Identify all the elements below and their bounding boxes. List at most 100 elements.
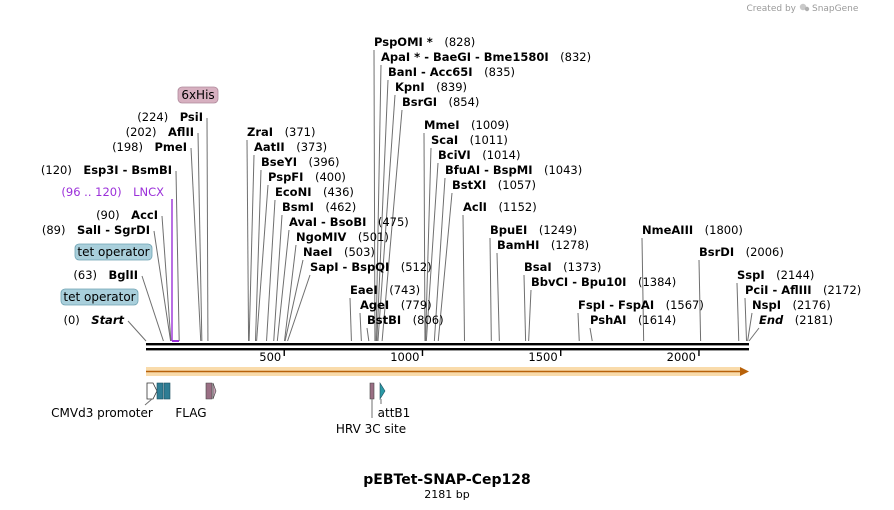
site-label[interactable]: NspI (2176) xyxy=(752,298,831,312)
attb1-feature[interactable] xyxy=(379,381,386,404)
site-position: (1043) xyxy=(544,163,582,177)
cmv-promoter-feature[interactable] xyxy=(144,382,158,406)
site-name: PspOMI * xyxy=(374,35,433,49)
site-label[interactable]: AatII (373) xyxy=(254,140,327,154)
site-label[interactable]: BfuAI - BspMI (1043) xyxy=(445,163,582,177)
site-label[interactable]: AclI (1152) xyxy=(463,200,537,214)
site-leader xyxy=(698,259,702,342)
site-label[interactable]: (0) Start xyxy=(63,313,124,327)
site-label[interactable]: PshAI (1614) xyxy=(590,313,676,327)
site-label[interactable]: PspOMI * (828) xyxy=(374,35,475,49)
tet-operator-badge-2[interactable]: tet operator xyxy=(74,243,153,261)
site-position: (436) xyxy=(323,185,354,199)
site-position: (832) xyxy=(560,50,591,64)
tet-operator-badge-1[interactable]: tet operator xyxy=(60,288,139,306)
site-label[interactable]: SapI - BspQI (512) xyxy=(310,260,432,274)
site-label[interactable]: BpuEI (1249) xyxy=(490,223,577,237)
site-label[interactable]: (202) AflII xyxy=(126,125,194,139)
site-name: BsaI xyxy=(524,260,552,274)
site-leader xyxy=(462,214,466,342)
axis-tick-label: 2000 xyxy=(667,350,696,364)
site-label[interactable]: (89) SalI - SgrDI xyxy=(42,223,150,237)
site-label[interactable]: ScaI (1011) xyxy=(431,133,508,147)
site-label[interactable]: ZraI (371) xyxy=(247,125,316,139)
site-leader xyxy=(528,289,532,342)
site-label[interactable]: ApaI * - BaeGI - Bme1580I (832) xyxy=(381,50,591,64)
his-tag-badge[interactable]: 6xHis xyxy=(177,86,219,104)
site-label[interactable]: BsmI (462) xyxy=(282,200,356,214)
site-label[interactable]: NaeI (503) xyxy=(303,245,375,259)
site-name: EcoNI xyxy=(275,185,311,199)
site-label[interactable]: BsaI (1373) xyxy=(524,260,601,274)
site-label[interactable]: (224) PsiI xyxy=(137,110,203,124)
site-label[interactable]: SspI (2144) xyxy=(737,268,814,282)
site-leader xyxy=(425,162,439,342)
site-name: NgoMIV xyxy=(296,230,346,244)
site-label[interactable]: (90) AccI xyxy=(96,208,158,222)
site-label[interactable]: (63) BglII xyxy=(73,268,138,282)
site-name: ZraI xyxy=(247,125,273,139)
site-label[interactable]: NgoMIV (501) xyxy=(296,230,389,244)
site-name: BbvCI - Bpu10I xyxy=(531,275,626,289)
site-name: AflII xyxy=(168,125,194,139)
site-name: PsiI xyxy=(180,110,203,124)
site-label[interactable]: PciI - AflIII (2172) xyxy=(745,283,861,297)
site-leader xyxy=(423,132,426,342)
orf-feature[interactable] xyxy=(146,367,749,376)
flag-feature[interactable] xyxy=(205,382,217,400)
flag-label: FLAG xyxy=(175,406,206,420)
site-leader xyxy=(437,192,453,342)
created-by-text: Created by xyxy=(746,4,796,14)
site-label[interactable]: BseYI (396) xyxy=(261,155,339,169)
site-leader xyxy=(381,109,403,342)
site-position: (779) xyxy=(401,298,432,312)
site-name: EaeI xyxy=(350,283,378,297)
restriction-site-labels: (0) Start (63) BglII (89) SalI - SgrDI(90)… xyxy=(41,35,861,327)
site-leader xyxy=(190,147,202,342)
site-position: (1384) xyxy=(638,275,676,289)
site-label[interactable]: End (2181) xyxy=(759,313,833,327)
site-label[interactable]: BstXI (1057) xyxy=(452,178,536,192)
site-label[interactable]: MmeI (1009) xyxy=(424,118,509,132)
site-leader xyxy=(127,320,147,342)
hrv-3c-label: HRV 3C site xyxy=(336,422,406,436)
cmv-promoter-label: CMVd3 promoter xyxy=(51,406,153,420)
site-name: Esp3I - BsmBI xyxy=(83,163,172,177)
site-label[interactable]: BsrGI (854) xyxy=(402,95,479,109)
site-name: PciI - AflIII xyxy=(745,283,812,297)
site-label[interactable]: FspI - FspAI (1567) xyxy=(578,298,704,312)
tet-operator-label-2: tet operator xyxy=(77,245,149,259)
site-position: (373) xyxy=(296,140,327,154)
site-name: NaeI xyxy=(303,245,332,259)
site-leader xyxy=(273,214,283,342)
site-label[interactable]: BstBI (806) xyxy=(367,313,444,327)
tet-operator-boxes[interactable] xyxy=(156,382,171,400)
site-position: (743) xyxy=(389,283,420,297)
site-position: (90) xyxy=(96,208,120,222)
site-label[interactable]: BsrDI (2006) xyxy=(699,245,784,259)
site-name: PspFI xyxy=(268,170,303,184)
site-label[interactable]: NmeAIII (1800) xyxy=(642,223,743,237)
site-label[interactable]: BamHI (1278) xyxy=(497,238,589,252)
site-label[interactable]: (120) Esp3I - BsmBI xyxy=(41,163,172,177)
site-label[interactable]: PspFI (400) xyxy=(268,170,346,184)
site-label[interactable]: BciVI (1014) xyxy=(438,148,520,162)
site-leader xyxy=(641,237,645,342)
axis-tick-label: 1500 xyxy=(528,350,557,364)
site-position: (371) xyxy=(285,125,316,139)
site-name: SalI - SgrDI xyxy=(77,223,150,237)
hrv-3c-feature[interactable] xyxy=(369,382,375,418)
site-label[interactable]: BanI - Acc65I (835) xyxy=(388,65,515,79)
site-label[interactable]: (96 .. 120) LNCX xyxy=(61,185,164,199)
site-label[interactable]: BbvCI - Bpu10I (1384) xyxy=(531,275,676,289)
site-position: (1152) xyxy=(498,200,536,214)
site-label[interactable]: EaeI (743) xyxy=(350,283,420,297)
site-label[interactable]: KpnI (839) xyxy=(395,80,467,94)
site-label[interactable]: AgeI (779) xyxy=(360,298,432,312)
site-label[interactable]: (198) PmeI xyxy=(112,140,187,154)
site-leader xyxy=(284,259,304,342)
site-name: ScaI xyxy=(431,133,458,147)
site-position: (1278) xyxy=(551,238,589,252)
site-label[interactable]: AvaI - BsoBI (475) xyxy=(289,215,409,229)
site-label[interactable]: EcoNI (436) xyxy=(275,185,354,199)
